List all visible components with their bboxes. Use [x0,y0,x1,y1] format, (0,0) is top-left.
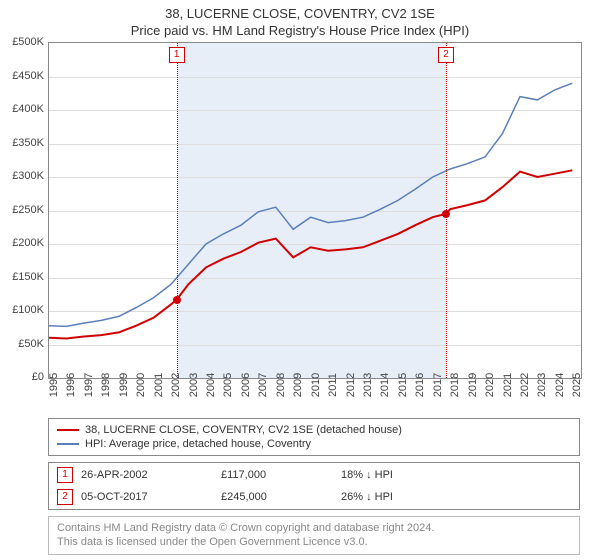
x-tick-label: 2025 [571,373,583,397]
y-tick-label: £400K [2,103,44,115]
legend: 38, LUCERNE CLOSE, COVENTRY, CV2 1SE (de… [48,418,580,456]
x-tick-label: 2022 [519,373,531,397]
y-tick-label: £450K [2,70,44,82]
y-tick-label: £200K [2,237,44,249]
x-tick-label: 2012 [345,373,357,397]
x-tick-label: 2010 [310,373,322,397]
y-tick-label: £350K [2,137,44,149]
sale-diff: 26% ↓ HPI [341,491,461,503]
x-tick-label: 2021 [502,373,514,397]
marker-line [177,43,178,378]
chart-title: 38, LUCERNE CLOSE, COVENTRY, CV2 1SE [0,6,600,21]
x-tick-label: 2005 [222,373,234,397]
legend-item-hpi: HPI: Average price, detached house, Cove… [57,437,571,451]
x-tick-label: 2009 [292,373,304,397]
legend-swatch-hpi [57,443,79,445]
sale-dot [173,296,181,304]
x-tick-label: 2011 [327,373,339,397]
x-tick-label: 2008 [275,373,287,397]
x-tick-label: 2004 [205,373,217,397]
marker-number-box: 1 [169,47,185,63]
sale-price: £245,000 [221,491,341,503]
x-tick-label: 2000 [135,373,147,397]
credit-text: Contains HM Land Registry data © Crown c… [48,516,580,555]
x-tick-label: 2006 [240,373,252,397]
x-tick-label: 1999 [118,373,130,397]
x-tick-label: 2017 [432,373,444,397]
credit-line: Contains HM Land Registry data © Crown c… [57,521,571,535]
x-tick-label: 2003 [188,373,200,397]
x-tick-label: 2001 [153,373,165,397]
chart-lines [49,43,581,378]
y-tick-label: £100K [2,304,44,316]
x-tick-label: 1996 [65,373,77,397]
sale-date: 05-OCT-2017 [81,491,221,503]
x-tick-label: 2024 [554,373,566,397]
legend-swatch-property [57,429,79,431]
sale-diff: 18% ↓ HPI [341,469,461,481]
sale-dot [442,210,450,218]
y-tick-label: £300K [2,170,44,182]
x-tick-label: 1997 [83,373,95,397]
sale-number: 1 [57,467,73,483]
marker-number-box: 2 [438,47,454,63]
x-tick-label: 2023 [536,373,548,397]
chart-container: 38, LUCERNE CLOSE, COVENTRY, CV2 1SE Pri… [0,0,600,555]
title-block: 38, LUCERNE CLOSE, COVENTRY, CV2 1SE Pri… [0,0,600,42]
x-tick-label: 2015 [397,373,409,397]
x-tick-label: 1998 [100,373,112,397]
y-tick-label: £50K [2,338,44,350]
series-property [49,170,572,338]
credit-line: This data is licensed under the Open Gov… [57,535,571,549]
y-tick-label: £150K [2,271,44,283]
x-tick-label: 2014 [379,373,391,397]
x-tick-label: 2018 [449,373,461,397]
x-tick-label: 1995 [48,373,60,397]
sale-number: 2 [57,489,73,505]
x-tick-label: 2016 [414,373,426,397]
x-tick-label: 2013 [362,373,374,397]
series-hpi [49,83,572,326]
legend-item-property: 38, LUCERNE CLOSE, COVENTRY, CV2 1SE (de… [57,423,571,437]
y-tick-label: £0 [2,371,44,383]
sales-table: 1 26-APR-2002 £117,000 18% ↓ HPI 2 05-OC… [48,462,580,510]
x-tick-label: 2007 [257,373,269,397]
legend-label-hpi: HPI: Average price, detached house, Cove… [85,438,311,450]
sale-price: £117,000 [221,469,341,481]
chart-subtitle: Price paid vs. HM Land Registry's House … [0,23,600,38]
y-tick-label: £500K [2,36,44,48]
x-tick-label: 2002 [170,373,182,397]
plot-wrapper: £0 £50K £100K £150K £200K £250K £300K £350K £400… [0,42,600,412]
plot-area: 12 [48,42,582,379]
legend-label-property: 38, LUCERNE CLOSE, COVENTRY, CV2 1SE (de… [85,424,402,436]
x-tick-label: 2020 [484,373,496,397]
sale-date: 26-APR-2002 [81,469,221,481]
y-tick-label: £250K [2,204,44,216]
x-tick-label: 2019 [467,373,479,397]
